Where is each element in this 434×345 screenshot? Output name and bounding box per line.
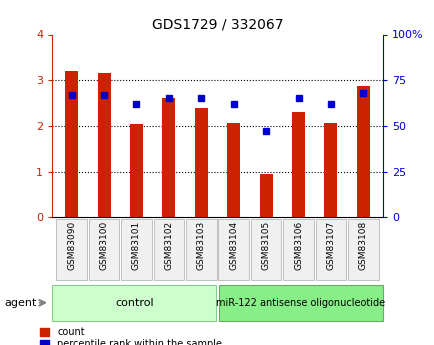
- Bar: [130, 124, 143, 217]
- Bar: [194, 108, 207, 217]
- FancyBboxPatch shape: [218, 285, 382, 321]
- Bar: [356, 86, 369, 217]
- FancyBboxPatch shape: [89, 219, 119, 280]
- FancyBboxPatch shape: [218, 219, 248, 280]
- Text: GSM83102: GSM83102: [164, 221, 173, 270]
- Text: GSM83100: GSM83100: [99, 221, 108, 270]
- Bar: [162, 99, 175, 217]
- Title: GDS1729 / 332067: GDS1729 / 332067: [151, 18, 283, 32]
- Bar: [97, 73, 110, 217]
- Text: GSM83106: GSM83106: [293, 221, 302, 270]
- Text: GSM83105: GSM83105: [261, 221, 270, 270]
- Text: GSM83103: GSM83103: [196, 221, 205, 270]
- FancyBboxPatch shape: [121, 219, 151, 280]
- Text: GSM83108: GSM83108: [358, 221, 367, 270]
- FancyBboxPatch shape: [315, 219, 345, 280]
- FancyBboxPatch shape: [153, 219, 184, 280]
- Text: GSM83104: GSM83104: [229, 221, 238, 270]
- Bar: [291, 112, 304, 217]
- FancyBboxPatch shape: [347, 219, 378, 280]
- Text: GSM83090: GSM83090: [67, 221, 76, 270]
- FancyBboxPatch shape: [52, 285, 216, 321]
- Legend: count, percentile rank within the sample: count, percentile rank within the sample: [39, 327, 222, 345]
- Text: GSM83101: GSM83101: [132, 221, 141, 270]
- Bar: [324, 123, 337, 217]
- Bar: [65, 71, 78, 217]
- Bar: [259, 174, 272, 217]
- Text: agent: agent: [4, 298, 36, 308]
- FancyBboxPatch shape: [56, 219, 87, 280]
- Text: miR-122 antisense oligonucleotide: miR-122 antisense oligonucleotide: [216, 298, 385, 308]
- Text: control: control: [115, 298, 153, 308]
- Text: GSM83107: GSM83107: [326, 221, 335, 270]
- FancyBboxPatch shape: [186, 219, 216, 280]
- FancyBboxPatch shape: [283, 219, 313, 280]
- FancyBboxPatch shape: [250, 219, 281, 280]
- Bar: [227, 123, 240, 217]
